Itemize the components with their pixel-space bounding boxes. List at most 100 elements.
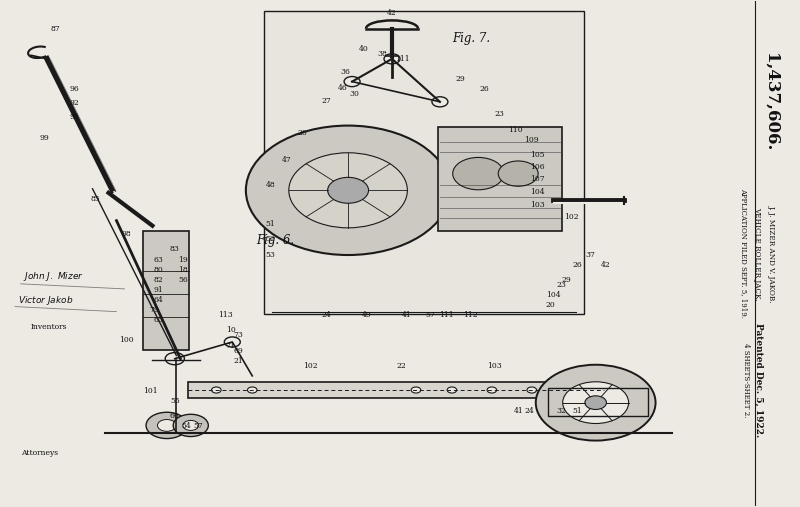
Text: 53: 53 — [266, 250, 275, 259]
Text: 99: 99 — [40, 134, 50, 142]
Text: 85: 85 — [90, 195, 100, 203]
Text: 30: 30 — [350, 90, 359, 98]
Circle shape — [328, 177, 369, 203]
Text: 38: 38 — [378, 50, 387, 58]
Text: 66: 66 — [170, 412, 180, 420]
Text: 37: 37 — [585, 250, 595, 259]
Text: 100: 100 — [119, 337, 134, 344]
Text: 51: 51 — [266, 220, 275, 228]
Text: Inventors: Inventors — [31, 323, 67, 331]
Text: 102: 102 — [303, 362, 318, 370]
Text: 111: 111 — [439, 311, 454, 319]
Text: 64: 64 — [154, 296, 164, 304]
Text: 29: 29 — [455, 75, 465, 83]
Text: 110: 110 — [509, 126, 523, 134]
Text: 102: 102 — [564, 213, 579, 221]
Text: 47: 47 — [282, 156, 291, 164]
Circle shape — [562, 382, 629, 423]
Text: 48: 48 — [266, 181, 275, 189]
Text: 111: 111 — [395, 55, 410, 63]
Text: 112: 112 — [463, 311, 478, 319]
Text: 27: 27 — [322, 97, 331, 105]
Text: $\it{John\ J.\ Mizer}$: $\it{John\ J.\ Mizer}$ — [23, 270, 84, 283]
Circle shape — [173, 414, 208, 437]
Circle shape — [158, 419, 176, 431]
Circle shape — [453, 158, 504, 190]
Circle shape — [432, 97, 448, 107]
Circle shape — [247, 387, 257, 393]
Text: 55: 55 — [170, 397, 180, 405]
Text: 103: 103 — [487, 362, 502, 370]
Circle shape — [246, 126, 450, 255]
Circle shape — [536, 365, 655, 441]
Text: 71: 71 — [226, 342, 235, 349]
Text: 36: 36 — [341, 68, 350, 77]
Text: 10: 10 — [226, 327, 235, 334]
Text: 22: 22 — [397, 362, 406, 370]
Text: 32: 32 — [556, 407, 566, 415]
Circle shape — [166, 352, 184, 365]
Text: 87: 87 — [50, 24, 60, 32]
Text: 4 SHEETS-SHEET 2.: 4 SHEETS-SHEET 2. — [742, 343, 750, 417]
Text: 20: 20 — [546, 301, 555, 309]
Text: 57: 57 — [426, 311, 435, 319]
Text: 19: 19 — [178, 256, 188, 264]
Bar — [438, 127, 562, 231]
Text: 57: 57 — [194, 422, 204, 430]
Text: 52: 52 — [266, 235, 275, 243]
Text: 24: 24 — [322, 311, 331, 319]
Circle shape — [289, 153, 407, 228]
Bar — [548, 388, 647, 416]
Text: VEHICLE ROLLER JACK.: VEHICLE ROLLER JACK. — [753, 207, 761, 300]
Circle shape — [224, 337, 240, 347]
Text: 42: 42 — [387, 9, 397, 17]
Text: 56: 56 — [178, 276, 188, 284]
Text: 23: 23 — [495, 111, 505, 119]
Text: 26: 26 — [479, 85, 489, 93]
Bar — [143, 231, 189, 349]
Bar — [264, 11, 584, 314]
Text: 40: 40 — [359, 45, 369, 53]
Text: 69: 69 — [234, 347, 243, 354]
Text: 98: 98 — [122, 230, 132, 238]
Circle shape — [183, 420, 198, 430]
Circle shape — [447, 387, 457, 393]
Text: 92: 92 — [70, 99, 79, 107]
Bar — [188, 382, 604, 397]
Text: 46: 46 — [338, 84, 347, 92]
Text: 96: 96 — [70, 85, 79, 93]
Text: 105: 105 — [530, 151, 545, 159]
Text: 1,437,606.: 1,437,606. — [763, 53, 780, 151]
Text: 23: 23 — [556, 281, 566, 289]
Circle shape — [527, 387, 537, 393]
Text: 106: 106 — [530, 163, 545, 170]
Circle shape — [585, 396, 606, 410]
Text: 73: 73 — [234, 332, 244, 339]
Text: APPLICATION FILED SEPT. 5, 1919.: APPLICATION FILED SEPT. 5, 1919. — [740, 189, 748, 318]
Text: 104: 104 — [546, 291, 561, 299]
Text: 26: 26 — [573, 261, 582, 269]
Text: 101: 101 — [143, 387, 158, 395]
Circle shape — [211, 387, 221, 393]
Text: 51: 51 — [573, 407, 582, 415]
Text: 113: 113 — [218, 311, 234, 319]
Circle shape — [344, 77, 360, 87]
Text: $\it{Victor\ Jakob}$: $\it{Victor\ Jakob}$ — [18, 294, 74, 307]
Text: 18: 18 — [178, 266, 188, 274]
Circle shape — [146, 412, 187, 439]
Text: 109: 109 — [525, 136, 539, 144]
Text: 41: 41 — [402, 311, 411, 319]
Text: 29: 29 — [562, 276, 571, 284]
Text: 65: 65 — [154, 316, 164, 324]
Text: J. J. MIZER AND V. JAKOB.: J. J. MIZER AND V. JAKOB. — [767, 205, 775, 302]
Text: Patented Dec. 5, 1922.: Patented Dec. 5, 1922. — [754, 323, 763, 437]
Text: 104: 104 — [530, 188, 545, 196]
Text: 91: 91 — [154, 286, 164, 294]
Text: 103: 103 — [530, 201, 545, 209]
Text: Attorneys: Attorneys — [21, 449, 58, 457]
Text: 41: 41 — [514, 407, 523, 415]
Text: 79: 79 — [149, 306, 159, 314]
Circle shape — [384, 54, 400, 64]
Text: 20: 20 — [298, 129, 307, 137]
Text: 82: 82 — [154, 276, 164, 284]
